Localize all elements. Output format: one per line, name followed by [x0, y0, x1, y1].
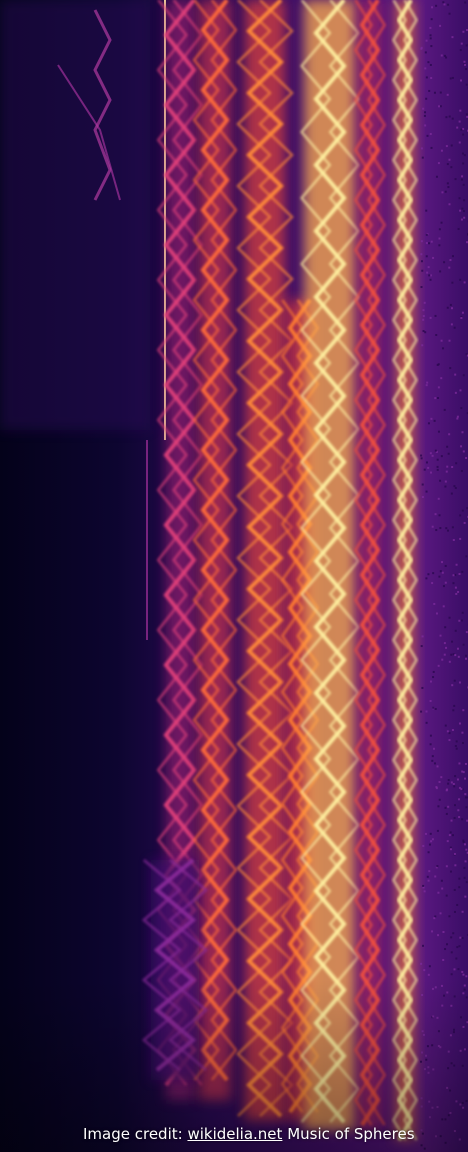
spectrogram: [0, 0, 468, 1152]
image-credit: Image credit: wikidelia.net Music of Sph…: [83, 1125, 415, 1143]
bottom-fade: [0, 0, 468, 1152]
page: Image credit: wikidelia.net Music of Sph…: [0, 0, 468, 1152]
credit-suffix: Music of Spheres: [287, 1125, 414, 1143]
credit-prefix: Image credit:: [83, 1125, 183, 1143]
credit-link[interactable]: wikidelia.net: [187, 1125, 282, 1143]
